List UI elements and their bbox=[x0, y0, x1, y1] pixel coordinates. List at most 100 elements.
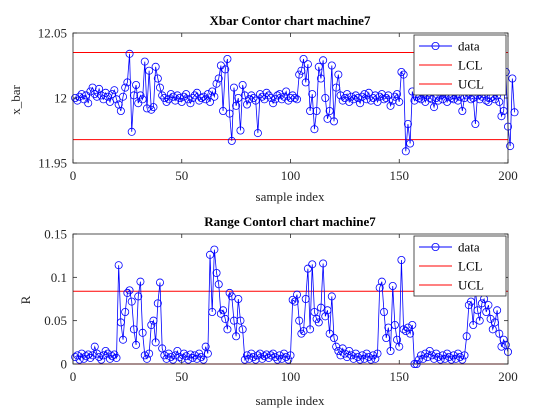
range-xtick-label: 200 bbox=[498, 369, 518, 384]
xbar-xtick-label: 150 bbox=[390, 168, 410, 183]
xbar-chart-title: Xbar Contor chart machine7 bbox=[210, 13, 371, 28]
xbar-data-point bbox=[397, 68, 406, 77]
range-data-point bbox=[440, 354, 449, 363]
range-data-point bbox=[462, 332, 471, 341]
range-data-point bbox=[108, 352, 117, 361]
xbar-chart-ylabel: x_bar bbox=[8, 85, 23, 115]
xbar-data-point bbox=[410, 96, 419, 105]
range-data-point bbox=[319, 259, 328, 268]
xbar-ytick-label: 11.95 bbox=[38, 156, 67, 171]
range-data-point bbox=[240, 355, 249, 364]
range-data-point bbox=[349, 354, 358, 363]
range-data-point bbox=[71, 353, 80, 362]
range-legend-entry: UCL bbox=[458, 278, 484, 293]
range-data-point bbox=[371, 354, 380, 363]
range-data-point bbox=[149, 316, 158, 325]
range-data-point bbox=[77, 349, 86, 358]
xbar-data-point bbox=[332, 83, 341, 92]
range-data-point bbox=[327, 292, 336, 301]
xbar-data-point bbox=[147, 105, 156, 114]
xbar-data-point bbox=[90, 90, 99, 99]
range-data-point bbox=[308, 260, 317, 269]
xbar-data-point bbox=[173, 91, 182, 100]
range-data-point bbox=[221, 314, 230, 323]
range-data-point bbox=[192, 354, 201, 363]
xbar-data-point bbox=[393, 90, 402, 99]
xbar-data-point bbox=[506, 142, 515, 151]
range-data-point bbox=[360, 354, 369, 363]
range-data-point bbox=[166, 353, 175, 362]
range-data-point bbox=[321, 312, 330, 321]
range-data-point bbox=[99, 351, 108, 360]
xbar-legend-entry: data bbox=[458, 39, 480, 54]
range-data-point bbox=[286, 351, 295, 360]
xbar-data-point bbox=[295, 70, 304, 79]
xbar-data-point bbox=[186, 99, 195, 108]
xbar-legend-entry: LCL bbox=[458, 58, 483, 73]
xbar-data-point bbox=[399, 70, 408, 79]
range-legend-marker bbox=[431, 242, 440, 251]
xbar-data-point bbox=[482, 96, 491, 105]
range-data-point bbox=[155, 278, 164, 287]
xbar-data-point bbox=[327, 61, 336, 70]
range-xtick-label: 150 bbox=[390, 369, 410, 384]
range-data-point bbox=[236, 316, 245, 325]
range-data-point bbox=[234, 294, 243, 303]
xbar-data-point bbox=[75, 92, 84, 101]
range-data-point bbox=[79, 354, 88, 363]
xbar-data-point bbox=[225, 109, 234, 118]
range-data-point bbox=[119, 335, 128, 344]
range-data-point bbox=[373, 349, 382, 358]
xbar-data-point bbox=[212, 79, 221, 88]
xbar-data-point bbox=[353, 94, 362, 103]
xbar-data-point bbox=[138, 95, 147, 104]
range-data-point bbox=[456, 353, 465, 362]
xbar-legend: data LCL UCL bbox=[413, 34, 507, 96]
xbar-xtick-label: 100 bbox=[281, 168, 301, 183]
range-data-point bbox=[380, 307, 389, 316]
xbar-data-point bbox=[129, 91, 138, 100]
xbar-data-point bbox=[210, 92, 219, 101]
range-data-point bbox=[356, 355, 365, 364]
range-data-point bbox=[469, 320, 478, 329]
xbar-data-point bbox=[510, 108, 519, 117]
range-data-point bbox=[97, 355, 106, 364]
range-ytick-label: 0.15 bbox=[44, 227, 67, 242]
range-data-point bbox=[484, 301, 493, 310]
range-data-point bbox=[132, 340, 141, 349]
range-data-point bbox=[399, 325, 408, 334]
range-data-point bbox=[103, 349, 112, 358]
xbar-data-point bbox=[136, 91, 145, 100]
xbar-data-point bbox=[375, 92, 384, 101]
range-data-point bbox=[306, 325, 315, 334]
xbar-data-point bbox=[297, 66, 306, 75]
range-data-point bbox=[467, 297, 476, 306]
range-data-point bbox=[229, 316, 238, 325]
range-data-point bbox=[112, 353, 121, 362]
xbar-data-point bbox=[160, 94, 169, 103]
xbar-data-point bbox=[108, 90, 117, 99]
range-data-point bbox=[323, 306, 332, 315]
range-data-point bbox=[284, 355, 293, 364]
range-data-point bbox=[366, 355, 375, 364]
xbar-data-point bbox=[351, 91, 360, 100]
xbar-data-point bbox=[497, 112, 506, 121]
range-data-point bbox=[147, 320, 156, 329]
xbar-data-point bbox=[293, 95, 302, 104]
xbar-data-point bbox=[499, 107, 508, 116]
xbar-data-point bbox=[401, 147, 410, 156]
xbar-data-point bbox=[490, 95, 499, 104]
range-chart-ylabel: R bbox=[18, 295, 33, 304]
xbar-ytick-label: 12 bbox=[54, 91, 67, 106]
range-data-point bbox=[171, 351, 180, 360]
range-chart-title: Range Contorl chart machine7 bbox=[204, 214, 376, 229]
range-data-point bbox=[210, 245, 219, 254]
xbar-data-point bbox=[119, 92, 128, 101]
xbar-legend-entry: UCL bbox=[458, 77, 484, 92]
xbar-data-point bbox=[199, 92, 208, 101]
range-data-point bbox=[136, 277, 145, 286]
range-legend: data LCL UCL bbox=[413, 235, 507, 297]
range-data-point bbox=[495, 329, 504, 338]
range-data-point bbox=[395, 342, 404, 351]
xbar-data-point bbox=[269, 99, 278, 108]
